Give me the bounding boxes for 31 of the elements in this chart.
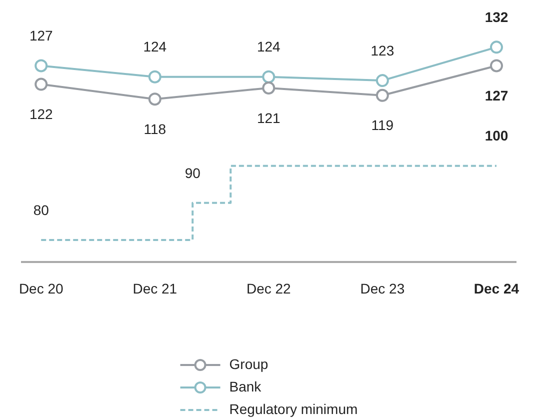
data-label: 132 [484,9,508,26]
data-label: 124 [256,38,281,55]
point [490,40,503,54]
data-label: 124 [143,38,167,55]
x-tick-label: Dec 23 [360,280,405,296]
x-tick-label: Dec 20 [18,280,64,296]
legend-label: Group [229,356,268,372]
point [148,92,162,106]
legend-label: Bank [229,378,262,394]
data-label: 121 [256,110,281,126]
data-label: 119 [371,117,394,134]
data-label: 123 [370,42,394,58]
data-label: 100 [484,128,508,144]
point [490,59,503,72]
x-tick-label: Dec 24 [474,280,520,296]
data-label: 127 [29,28,54,44]
point [262,70,276,84]
data-label: 122 [29,106,54,122]
point [148,70,162,84]
point [376,88,389,102]
data-label: 118 [144,120,166,137]
data-label: 80 [33,202,50,218]
legend-label: Regulatory minimum [229,400,358,417]
point [34,78,48,91]
point [376,74,389,88]
point [34,59,48,72]
point [262,81,276,94]
x-tick-label: Dec 21 [132,280,178,296]
data-label: 127 [484,88,508,104]
x-tick-label: Dec 22 [246,280,292,296]
data-label: 90 [184,164,201,181]
